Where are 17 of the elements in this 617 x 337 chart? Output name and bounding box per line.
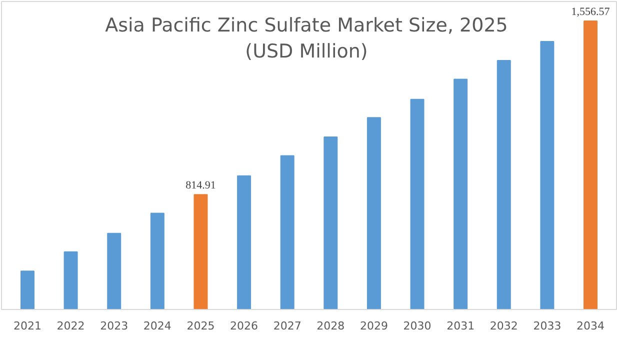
x-tick-label: 2032 xyxy=(490,320,518,332)
x-tick-label: 2023 xyxy=(100,320,128,332)
x-tick-label: 2030 xyxy=(403,320,432,332)
x-tick-label: 2021 xyxy=(13,320,42,332)
x-tick-label: 2029 xyxy=(360,320,388,332)
x-tick-label: 2034 xyxy=(576,320,605,332)
x-tick-label: 2026 xyxy=(230,320,258,332)
x-tick-label: 2022 xyxy=(56,320,85,332)
data-label: 1,556.57 xyxy=(571,6,610,18)
data-label: 814.91 xyxy=(186,180,216,192)
x-tick-label: 2033 xyxy=(533,320,562,332)
x-tick-label: 2031 xyxy=(446,320,475,332)
x-tick-label: 2025 xyxy=(186,320,215,332)
x-tick-label: 2027 xyxy=(273,320,302,332)
x-tick-label: 2028 xyxy=(316,320,345,332)
text: Asia Pacific Zinc Sulfate Market Size, 2025 (USD Million) xyxy=(105,14,508,62)
x-tick-label: 2024 xyxy=(143,320,172,332)
